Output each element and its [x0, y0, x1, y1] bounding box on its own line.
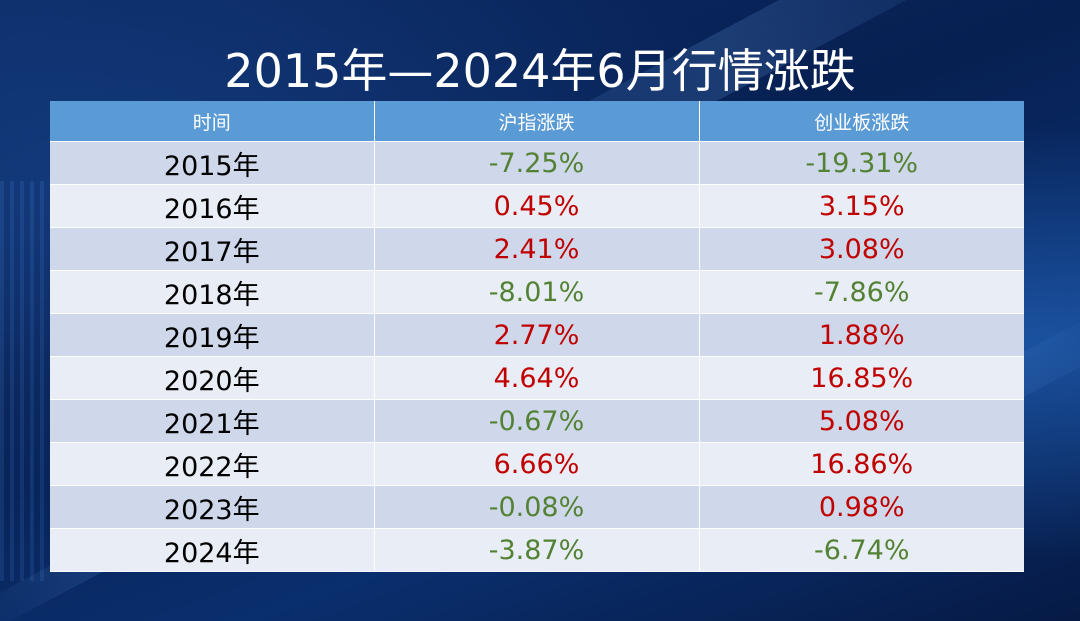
cell-chinext-change: -19.31%	[699, 141, 1024, 185]
cell-year: 2021年	[50, 399, 375, 443]
page-title: 2015年—2024年6月行情涨跌	[224, 44, 856, 98]
table-body: 2015年 -7.25% -19.31% 2016年 0.45% 3.15% 2017年 2.…	[50, 141, 1024, 572]
cell-shanghai-change: 4.64%	[374, 356, 700, 400]
cell-year: 2019年	[50, 313, 375, 357]
cell-shanghai-change: 2.77%	[374, 313, 700, 357]
cell-year: 2024年	[50, 528, 375, 572]
cell-shanghai-change: 6.66%	[374, 442, 700, 486]
cell-chinext-change: 1.88%	[699, 313, 1024, 357]
background-bars	[0, 181, 50, 581]
cell-year: 2015年	[50, 141, 375, 185]
cell-year: 2022年	[50, 442, 375, 486]
cell-year: 2020年	[50, 356, 375, 400]
cell-year: 2016年	[50, 184, 375, 228]
cell-year: 2017年	[50, 227, 375, 271]
cell-shanghai-change: -3.87%	[374, 528, 700, 572]
cell-year: 2018年	[50, 270, 375, 314]
cell-shanghai-change: -8.01%	[374, 270, 700, 314]
table-row: 2020年 4.64% 16.85%	[50, 356, 1024, 400]
table-row: 2017年 2.41% 3.08%	[50, 227, 1024, 271]
market-change-table: 时间 沪指涨跌 创业板涨跌 2015年 -7.25% -19.31% 2016年 0.4…	[50, 101, 1024, 572]
cell-chinext-change: 5.08%	[699, 399, 1024, 443]
table-row: 2021年 -0.67% 5.08%	[50, 399, 1024, 443]
column-header-time: 时间	[50, 101, 375, 142]
table-row: 2015年 -7.25% -19.31%	[50, 141, 1024, 185]
cell-chinext-change: -6.74%	[699, 528, 1024, 572]
cell-shanghai-change: -7.25%	[374, 141, 700, 185]
table-row: 2023年 -0.08% 0.98%	[50, 485, 1024, 529]
table-row: 2024年 -3.87% -6.74%	[50, 528, 1024, 572]
cell-chinext-change: 16.85%	[699, 356, 1024, 400]
cell-year: 2023年	[50, 485, 375, 529]
table-header-row: 时间 沪指涨跌 创业板涨跌	[50, 101, 1024, 142]
cell-chinext-change: 0.98%	[699, 485, 1024, 529]
cell-shanghai-change: 2.41%	[374, 227, 700, 271]
cell-shanghai-change: -0.67%	[374, 399, 700, 443]
cell-chinext-change: 3.08%	[699, 227, 1024, 271]
table-row: 2018年 -8.01% -7.86%	[50, 270, 1024, 314]
column-header-shanghai: 沪指涨跌	[374, 101, 700, 142]
table-row: 2022年 6.66% 16.86%	[50, 442, 1024, 486]
cell-shanghai-change: 0.45%	[374, 184, 700, 228]
column-header-chinext: 创业板涨跌	[699, 101, 1024, 142]
table-row: 2016年 0.45% 3.15%	[50, 184, 1024, 228]
cell-chinext-change: 3.15%	[699, 184, 1024, 228]
cell-chinext-change: -7.86%	[699, 270, 1024, 314]
cell-chinext-change: 16.86%	[699, 442, 1024, 486]
cell-shanghai-change: -0.08%	[374, 485, 700, 529]
table-row: 2019年 2.77% 1.88%	[50, 313, 1024, 357]
